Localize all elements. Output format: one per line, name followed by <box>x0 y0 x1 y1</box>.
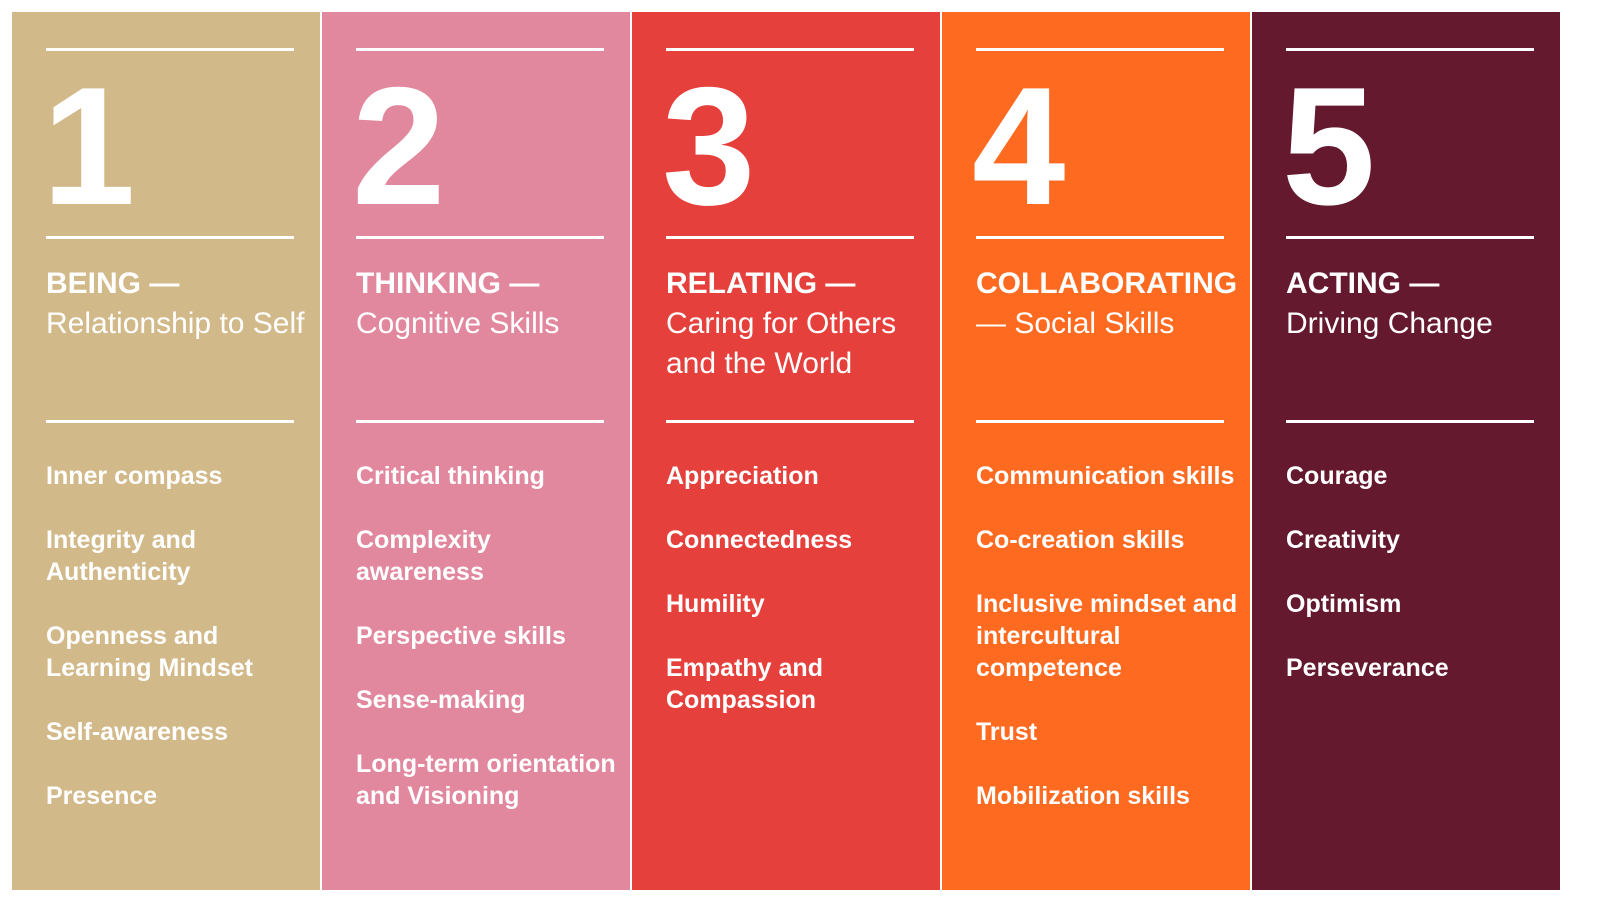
skill-item: Co-creation skills <box>976 526 1185 554</box>
column-number: 5 <box>1282 52 1375 240</box>
skill-item: Integrity and Authenticity <box>46 526 197 586</box>
skill-list: Inner compass Integrity and Authenticity… <box>46 460 308 844</box>
column-subtitle: — Social Skills <box>976 307 1175 340</box>
skill-item: Empathy and Compassion <box>666 654 823 714</box>
column-title-block: BEING — Relationship to Self <box>46 264 308 344</box>
skill-item: Creativity <box>1286 526 1400 554</box>
column-title: RELATING — <box>666 267 856 300</box>
column-title: BEING — <box>46 267 180 300</box>
divider-bottom <box>976 420 1224 423</box>
column-number: 1 <box>42 52 135 240</box>
skill-item: Sense-making <box>356 686 526 714</box>
column-title-block: RELATING — Caring for Others and the Wor… <box>666 264 928 384</box>
divider-middle <box>1286 236 1534 239</box>
column-subtitle: Relationship to Self <box>46 307 305 340</box>
column-title-block: ACTING — Driving Change <box>1286 264 1548 344</box>
divider-middle <box>976 236 1224 239</box>
skill-item: Complexity awareness <box>356 526 491 586</box>
skill-item: Self-awareness <box>46 718 229 746</box>
skill-item: Optimism <box>1286 590 1402 618</box>
skill-item: Long-term orientation and Visioning <box>356 750 616 810</box>
divider-top <box>666 48 914 51</box>
skill-item: Openness and Learning Mindset <box>46 622 253 682</box>
column-thinking: 2 THINKING — Cognitive Skills Critical t… <box>322 12 630 890</box>
divider-bottom <box>666 420 914 423</box>
column-collaborating: 4 COLLABORATING — Social Skills Communic… <box>942 12 1250 890</box>
divider-top <box>356 48 604 51</box>
column-number: 3 <box>662 52 755 240</box>
skill-list: Appreciation Connectedness Humility Empa… <box>666 460 928 748</box>
skill-item: Appreciation <box>666 462 819 490</box>
column-number: 2 <box>352 52 445 240</box>
skill-item: Perseverance <box>1286 654 1449 682</box>
divider-middle <box>356 236 604 239</box>
column-subtitle: Caring for Others and the World <box>666 307 897 380</box>
skill-item: Communication skills <box>976 462 1235 490</box>
column-title: THINKING — <box>356 267 540 300</box>
column-title: COLLABORATING <box>976 267 1238 300</box>
divider-bottom <box>46 420 294 423</box>
column-subtitle: Cognitive Skills <box>356 307 560 340</box>
skill-item: Inner compass <box>46 462 223 490</box>
skill-item: Courage <box>1286 462 1388 490</box>
skill-item: Humility <box>666 590 765 618</box>
skill-item: Perspective skills <box>356 622 566 650</box>
skill-item: Mobilization skills <box>976 782 1190 810</box>
skill-item: Inclusive mindset and intercultural comp… <box>976 590 1238 682</box>
skill-list: Courage Creativity Optimism Perseverance <box>1286 460 1548 716</box>
column-title: ACTING — <box>1286 267 1440 300</box>
column-number: 4 <box>972 52 1065 240</box>
divider-bottom <box>1286 420 1534 423</box>
column-title-block: THINKING — Cognitive Skills <box>356 264 618 344</box>
column-being: 1 BEING — Relationship to Self Inner com… <box>12 12 320 890</box>
divider-middle <box>666 236 914 239</box>
skill-item: Critical thinking <box>356 462 545 490</box>
divider-top <box>46 48 294 51</box>
divider-top <box>1286 48 1534 51</box>
skill-item: Connectedness <box>666 526 853 554</box>
skill-list: Critical thinking Complexity awareness P… <box>356 460 618 844</box>
column-subtitle: Driving Change <box>1286 307 1493 340</box>
divider-middle <box>46 236 294 239</box>
column-acting: 5 ACTING — Driving Change Courage Creati… <box>1252 12 1560 890</box>
divider-top <box>976 48 1224 51</box>
skill-list: Communication skills Co-creation skills … <box>976 460 1238 844</box>
column-relating: 3 RELATING — Caring for Others and the W… <box>632 12 940 890</box>
skill-item: Trust <box>976 718 1038 746</box>
skill-item: Presence <box>46 782 158 810</box>
divider-bottom <box>356 420 604 423</box>
column-title-block: COLLABORATING — Social Skills <box>976 264 1238 344</box>
